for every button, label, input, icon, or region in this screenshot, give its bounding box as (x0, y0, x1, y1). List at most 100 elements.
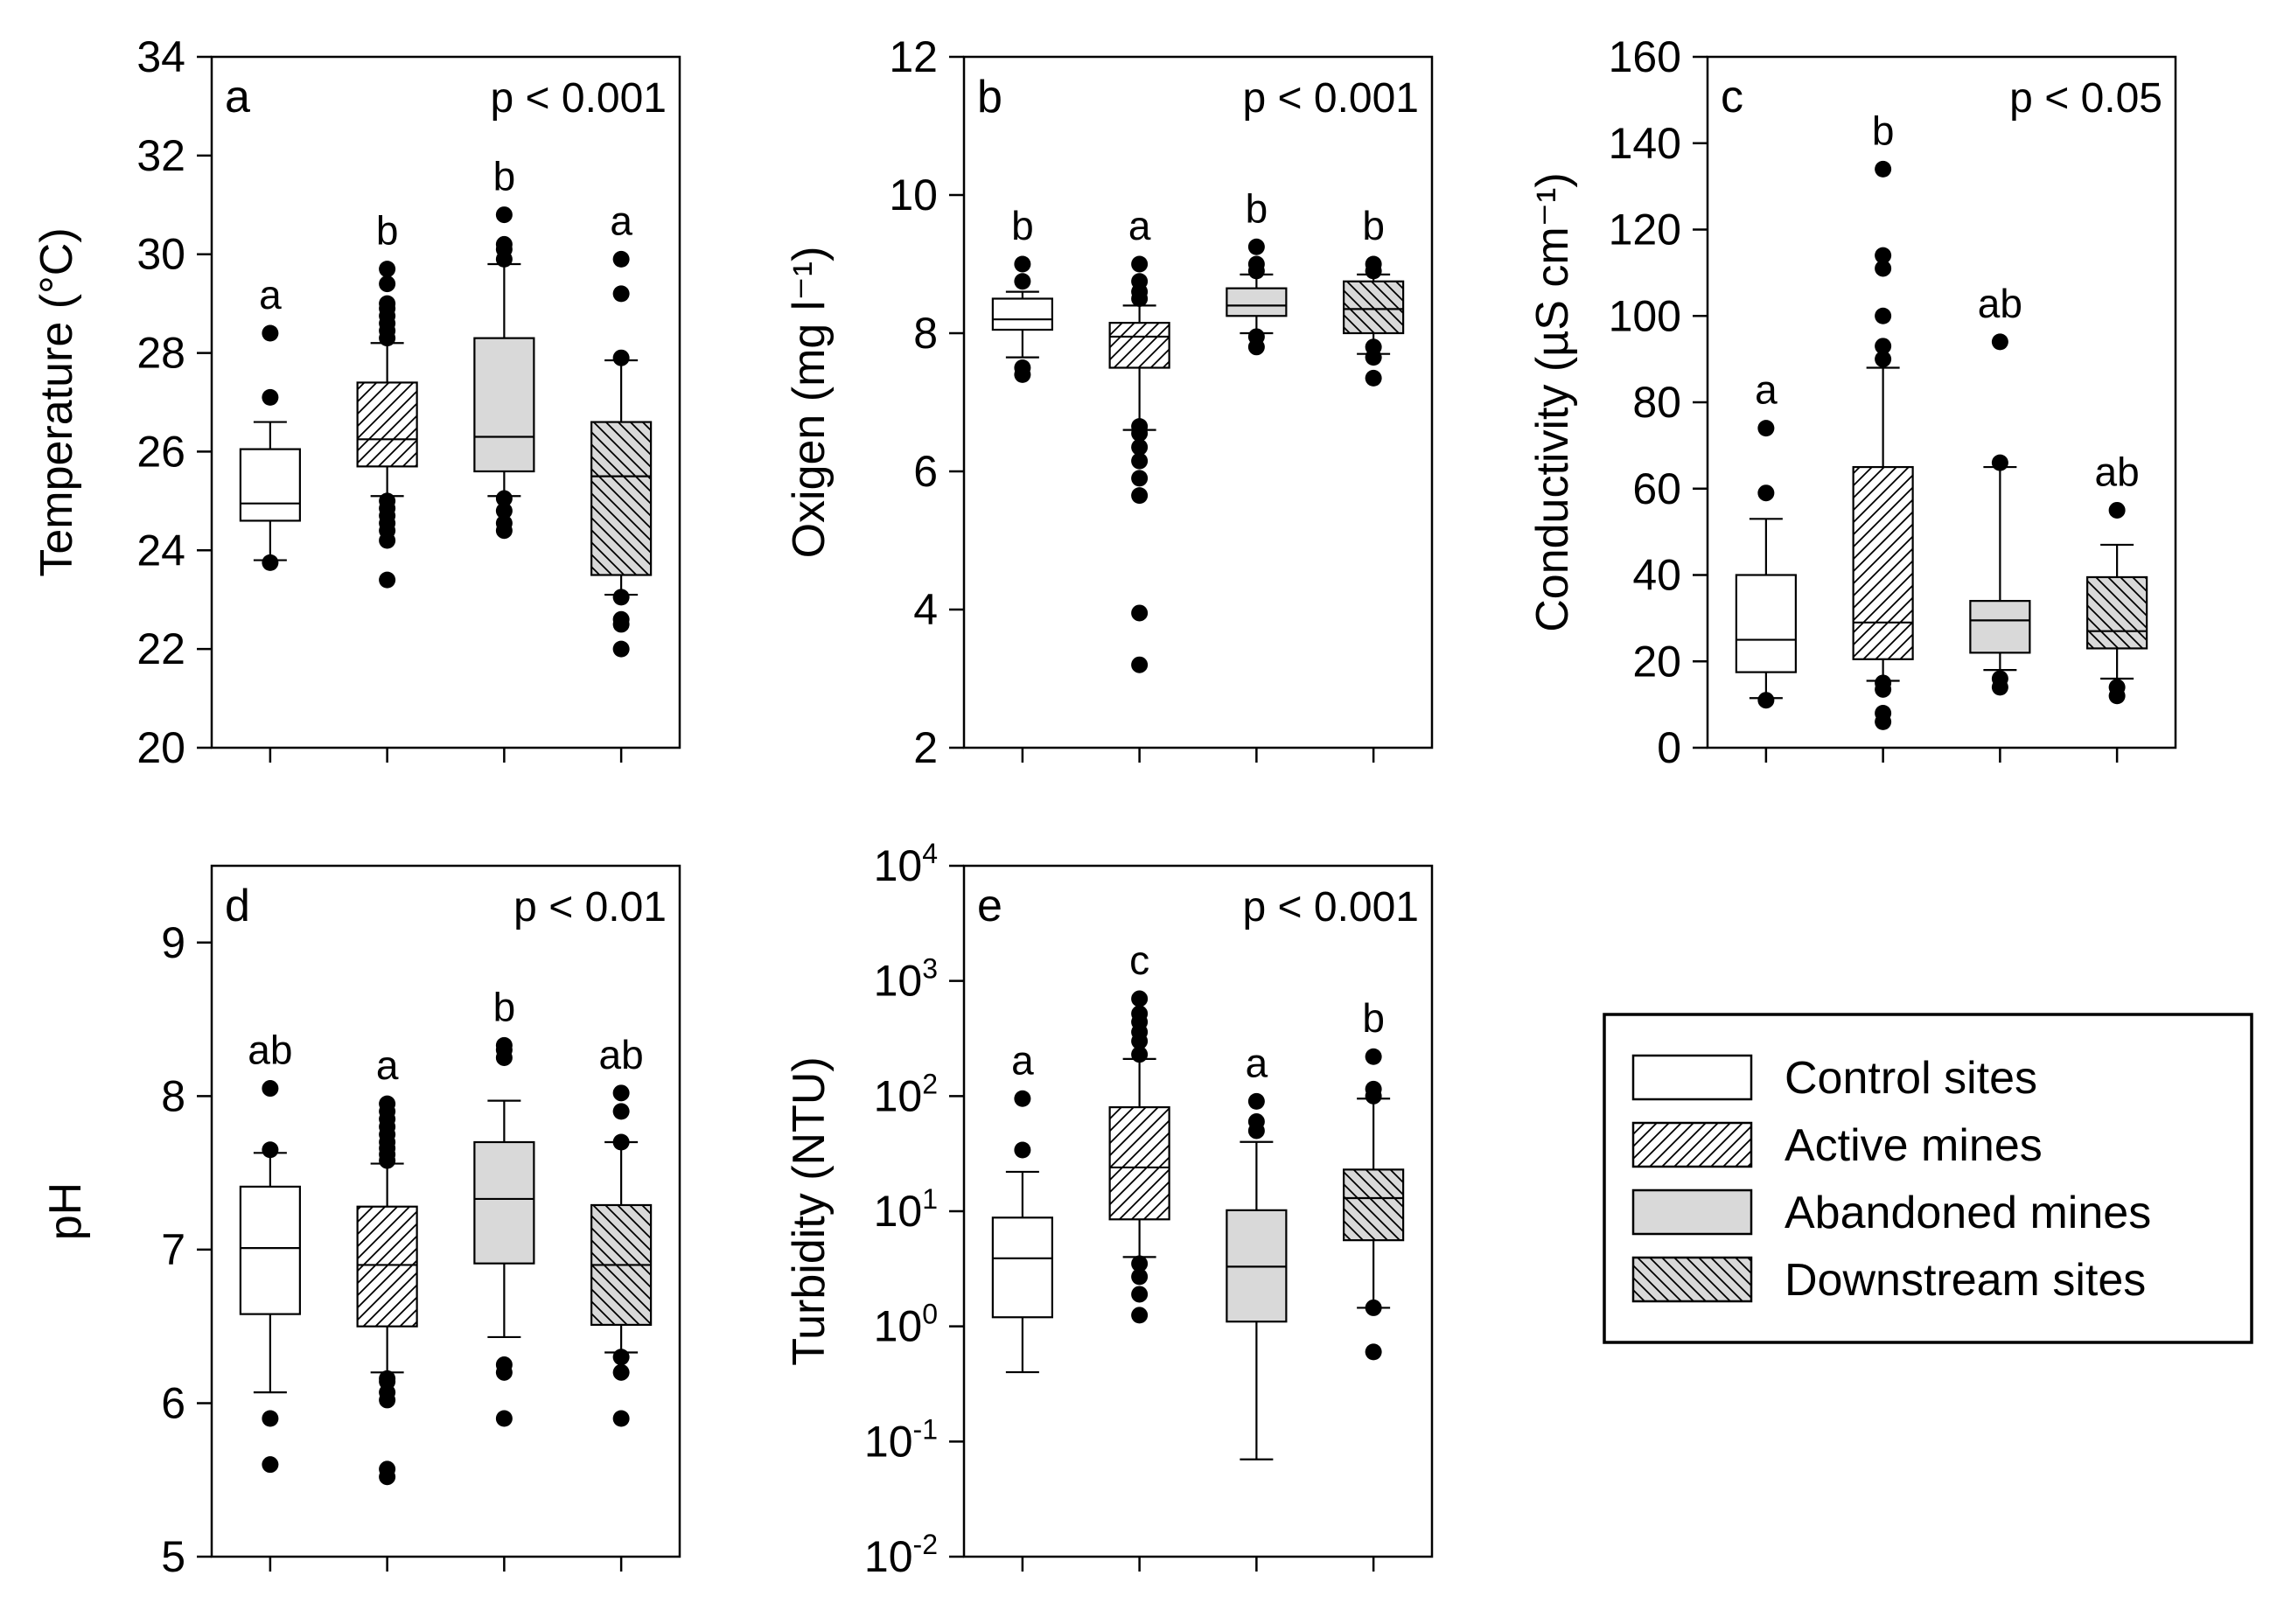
legend-swatch-active (1631, 1121, 1753, 1168)
outlier-point (1365, 1299, 1382, 1316)
outlier-point (262, 554, 279, 571)
box-iqr (2086, 575, 2148, 650)
group-letter: b (1872, 108, 1895, 153)
box-control: b (991, 203, 1053, 763)
group-letter: c (1129, 937, 1149, 983)
y-tick-label-exponent: -2 (913, 1529, 938, 1560)
panel-b: 2 4 6 8 10 12 Oxigen (mg l⁻¹) b p < 0.001 b a b b (784, 32, 1434, 772)
outlier-point (1131, 487, 1149, 505)
legend-swatch-downstream (1631, 1256, 1753, 1303)
box-active: a (356, 1042, 418, 1572)
outlier-point (1247, 1113, 1265, 1131)
outlier-point (1247, 328, 1265, 345)
panel-letter: d (225, 881, 250, 931)
outlier-point (612, 1084, 630, 1102)
y-tick-label: 8 (161, 1071, 185, 1120)
y-tick-label: 100 (874, 1299, 938, 1351)
group-letter: a (1128, 203, 1151, 248)
panel-c: 0 20 40 60 80 100 120 140 160 Conductivity (µS cm… (1527, 32, 2177, 772)
outlier-point (379, 1095, 396, 1112)
group-letter: ab (1978, 281, 2022, 326)
y-tick-label: 160 (1609, 32, 1681, 81)
y-axis-label: Conductivity (µS cm⁻¹) (1527, 172, 1578, 631)
box-iqr (1852, 465, 1914, 660)
group-letter: a (1011, 1037, 1034, 1083)
outlier-point (1247, 255, 1265, 273)
outlier-point (1365, 1080, 1382, 1098)
group-letter: b (1011, 203, 1034, 248)
outlier-point (495, 502, 513, 519)
outlier-point (262, 324, 279, 342)
y-tick-label: 26 (136, 427, 185, 476)
outlier-point (1365, 255, 1382, 273)
outlier-point (1131, 1307, 1149, 1324)
y-tick-label: 22 (136, 624, 185, 673)
y-tick-label: 101 (874, 1183, 938, 1236)
outlier-point (1131, 273, 1149, 290)
box-iqr (1108, 1105, 1170, 1221)
outlier-point (1247, 1092, 1265, 1110)
outlier-point (1014, 1141, 1031, 1159)
y-tick-label: 80 (1632, 378, 1681, 427)
y-tick-label: 40 (1632, 551, 1681, 600)
outlier-point (612, 1133, 630, 1151)
outlier-point (1131, 990, 1149, 1007)
group-letter: b (1362, 203, 1385, 248)
outlier-point (1875, 260, 1892, 277)
outlier-point (612, 640, 630, 658)
legend-entry-control: Control sites (1631, 1053, 2037, 1104)
y-tick-label: 32 (136, 131, 185, 180)
outlier-point (2108, 501, 2126, 519)
y-tick-label-base: 10 (874, 1187, 923, 1236)
legend-swatch-control (1631, 1054, 1753, 1101)
outlier-point (495, 235, 513, 253)
legend-label-control: Control sites (1785, 1053, 2037, 1104)
legend-swatch-abandoned (1631, 1188, 1753, 1236)
y-tick-label: 34 (136, 32, 185, 81)
group-letter: a (376, 1042, 399, 1088)
outlier-point (1365, 1048, 1382, 1065)
outlier-point (1014, 273, 1031, 290)
outlier-point (1131, 255, 1149, 273)
box-iqr (991, 1216, 1053, 1319)
y-tick-label: 0 (1657, 723, 1681, 772)
y-tick-label: 7 (161, 1225, 185, 1274)
panel-letter: a (225, 72, 250, 122)
y-tick-label: 120 (1609, 206, 1681, 254)
box-downstream: a (590, 198, 653, 763)
outlier-point (1757, 484, 1775, 502)
box-iqr (239, 1185, 301, 1315)
y-axis-label: pH (40, 1182, 91, 1240)
box-iqr (1735, 574, 1797, 673)
outlier-point (1991, 333, 2008, 351)
y-tick-label: 140 (1609, 119, 1681, 168)
box-active: c (1108, 937, 1170, 1572)
outlier-point (1131, 1268, 1149, 1286)
y-tick-label: 2 (913, 723, 938, 772)
outlier-point (1131, 1255, 1149, 1272)
plot-frame (210, 55, 681, 749)
box-control: a (239, 272, 301, 763)
outlier-point (1875, 160, 1892, 178)
outlier-point (612, 1410, 630, 1427)
outlier-point (1131, 452, 1149, 470)
group-letter: a (610, 198, 632, 243)
legend-label-abandoned: Abandoned mines (1785, 1188, 2151, 1238)
group-letter: b (1362, 995, 1385, 1041)
y-tick-label: 10-2 (864, 1529, 938, 1581)
box-iqr (1343, 1168, 1405, 1242)
outlier-point (1757, 420, 1775, 437)
legend-label-active: Active mines (1785, 1120, 2043, 1171)
outlier-point (1131, 604, 1149, 622)
box-iqr (239, 448, 301, 522)
y-axis-label: Oxigen (mg l⁻¹) (784, 247, 835, 559)
group-letter: a (1755, 367, 1778, 413)
outlier-point (495, 206, 513, 224)
box-iqr (1226, 287, 1288, 317)
outlier-point (379, 261, 396, 278)
y-axis-label: Turbidity (NTU) (784, 1056, 835, 1365)
outlier-point (379, 571, 396, 589)
y-tick-label-exponent: 3 (922, 953, 938, 985)
outlier-point (262, 1141, 279, 1159)
